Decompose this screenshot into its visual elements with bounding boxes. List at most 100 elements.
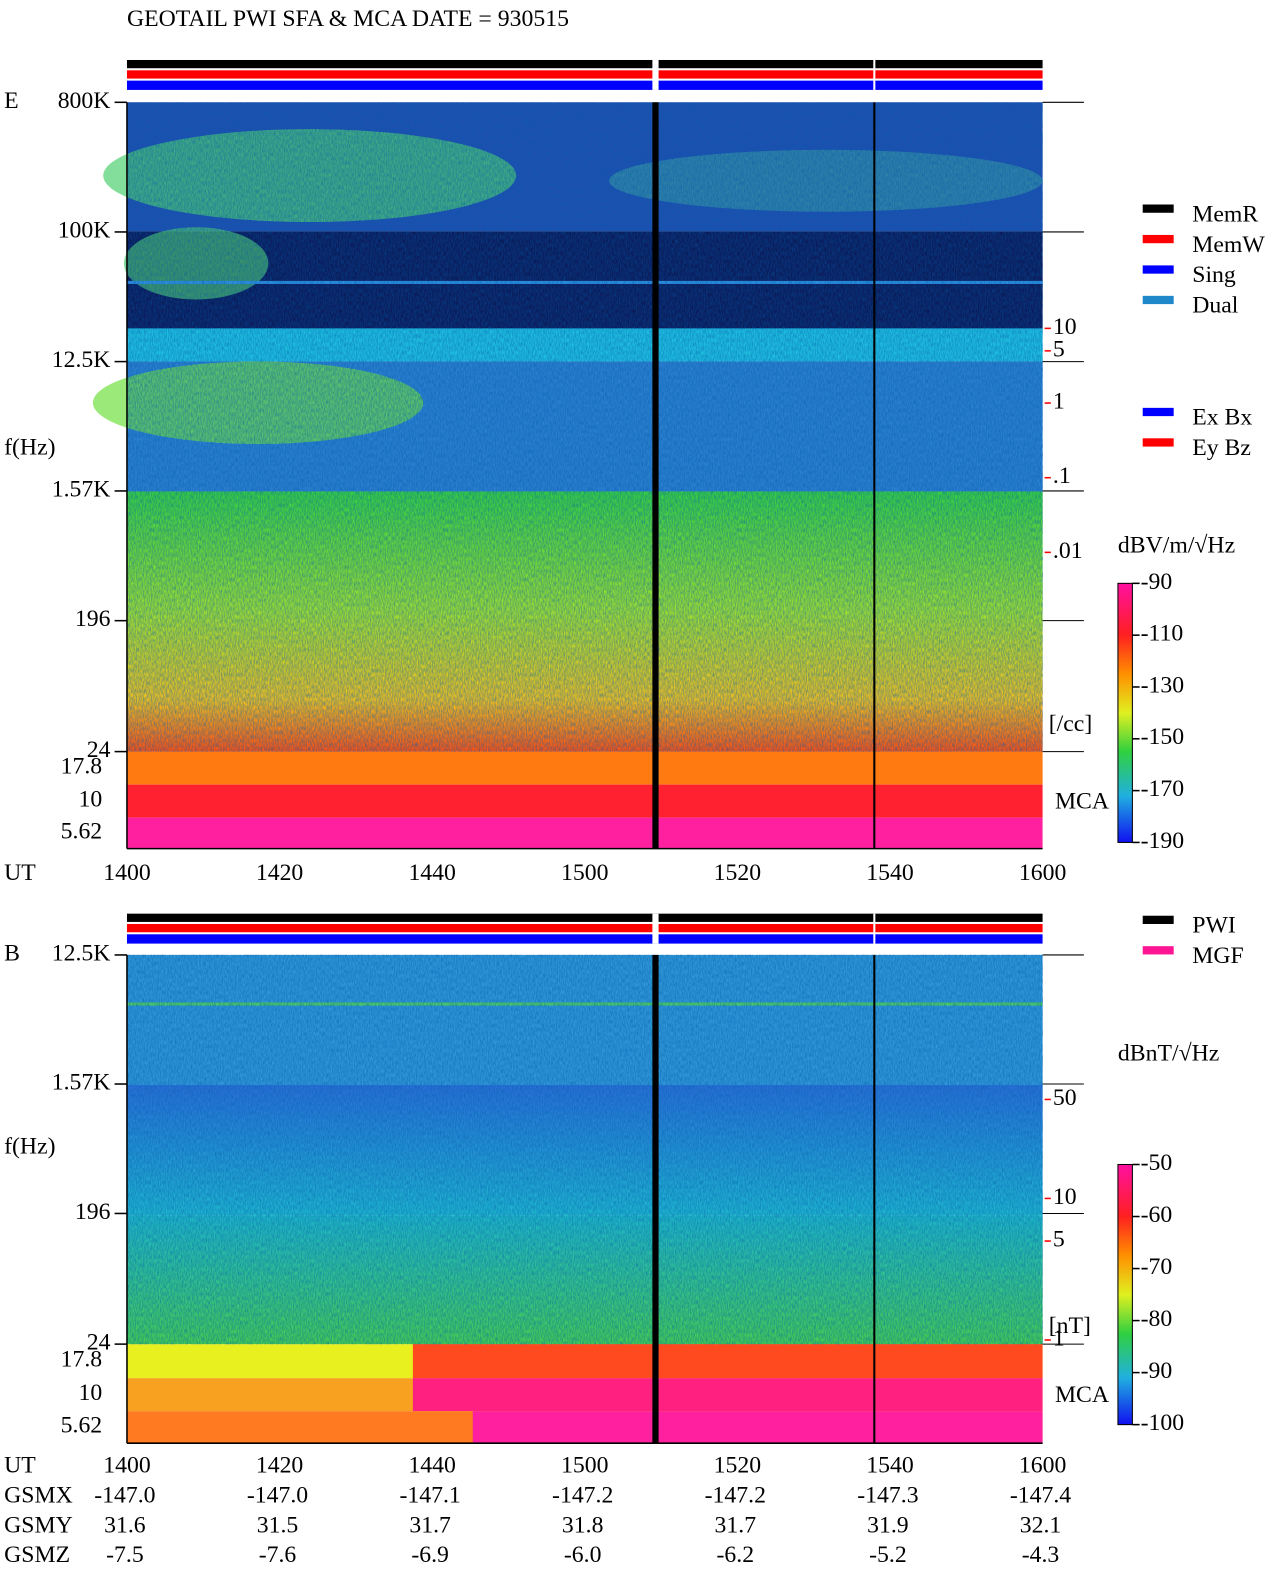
orbit-value: -6.2 bbox=[717, 1542, 755, 1568]
x-tick-label: 1420 bbox=[256, 860, 303, 886]
x-tick-label: 1540 bbox=[866, 860, 913, 886]
y-tick-label: 12.5K bbox=[52, 347, 111, 373]
x-tick-label: 1400 bbox=[103, 860, 150, 886]
x-tick-label: 1440 bbox=[408, 1452, 455, 1478]
orbit-value: -6.0 bbox=[564, 1542, 602, 1568]
page-title: GEOTAIL PWI SFA & MCA DATE = 930515 bbox=[127, 6, 569, 32]
mca-label: MCA bbox=[1055, 1382, 1109, 1408]
colorbar-label: dBnT/√Hz bbox=[1118, 1041, 1219, 1067]
orbit-value: -147.0 bbox=[94, 1482, 155, 1508]
legend-swatch bbox=[1142, 915, 1174, 924]
legend-label: PWI bbox=[1192, 913, 1236, 939]
density-tick-label: 1 bbox=[1053, 1325, 1065, 1351]
legend-label: MemW bbox=[1192, 232, 1265, 258]
data-gap bbox=[873, 954, 876, 1444]
spectrum-bg bbox=[412, 1378, 1043, 1412]
density-tick-label: 5 bbox=[1053, 1226, 1065, 1252]
y-tick-label: 196 bbox=[75, 606, 111, 632]
data-gap bbox=[873, 913, 876, 944]
orbit-value: -147.0 bbox=[247, 1482, 308, 1508]
status-bar bbox=[126, 70, 1043, 79]
spectrum-bg bbox=[126, 817, 1043, 849]
status-bar bbox=[126, 934, 1043, 944]
density-tick-label: 50 bbox=[1053, 1085, 1077, 1111]
colorbar-tick-label: -190 bbox=[1141, 828, 1185, 854]
x-tick-label: 1600 bbox=[1019, 860, 1066, 886]
x-axis-label: UT bbox=[4, 860, 36, 886]
mca-channel-label: 10 bbox=[78, 1380, 102, 1406]
speckle bbox=[126, 954, 1043, 1345]
y-tick-label: 1.57K bbox=[52, 476, 111, 502]
orbit-label: GSMY bbox=[4, 1512, 73, 1538]
spectrum-bg bbox=[472, 1411, 1043, 1444]
orbit-value: 31.7 bbox=[715, 1512, 757, 1538]
mca-channel-label: 17.8 bbox=[61, 754, 103, 780]
y-tick-label: 24 bbox=[87, 1330, 111, 1356]
status-bar bbox=[126, 59, 1043, 69]
legend-swatch bbox=[1142, 946, 1174, 955]
colorbar-tick-label: -80 bbox=[1141, 1306, 1173, 1332]
legend-label: MGF bbox=[1192, 943, 1243, 969]
panel-label: B bbox=[4, 940, 20, 966]
spectrum-bg bbox=[412, 1344, 1043, 1379]
data-gap bbox=[652, 913, 659, 944]
orbit-label: GSMZ bbox=[4, 1542, 70, 1568]
colorbar-tick-label: -130 bbox=[1141, 672, 1185, 698]
x-tick-label: 1440 bbox=[408, 860, 455, 886]
orbit-value: -147.3 bbox=[857, 1482, 918, 1508]
orbit-value: -7.5 bbox=[106, 1542, 144, 1568]
y-tick-label: 24 bbox=[87, 737, 111, 763]
density-tick-label: 10 bbox=[1053, 314, 1077, 340]
legend-label: MemR bbox=[1192, 201, 1258, 227]
orbit-value: -147.1 bbox=[399, 1482, 460, 1508]
colorbar-tick-label: -50 bbox=[1141, 1150, 1173, 1176]
mca-channel-label: 5.62 bbox=[61, 1413, 103, 1439]
density-unit: [nT] bbox=[1049, 1313, 1091, 1339]
data-gap bbox=[652, 102, 659, 849]
legend-swatch bbox=[1142, 407, 1174, 417]
density-tick-label: 5 bbox=[1053, 336, 1065, 362]
orbit-value: -147.2 bbox=[705, 1482, 766, 1508]
mca-channel-label: 17.8 bbox=[61, 1347, 103, 1373]
x-axis-label: UT bbox=[4, 1452, 36, 1478]
y-tick-label: 1.57K bbox=[52, 1069, 111, 1095]
colorbar-tick-label: -60 bbox=[1141, 1202, 1173, 1228]
legend-label: Ey Bz bbox=[1192, 435, 1251, 461]
orbit-value: -4.3 bbox=[1022, 1542, 1060, 1568]
colorbar-tick-label: -70 bbox=[1141, 1254, 1173, 1280]
y-axis-label: f(Hz) bbox=[4, 435, 55, 461]
density-tick-label: 1 bbox=[1053, 388, 1065, 414]
orbit-value: 32.1 bbox=[1020, 1512, 1062, 1538]
y-tick-label: 12.5K bbox=[52, 940, 111, 966]
orbit-value: 31.9 bbox=[867, 1512, 909, 1538]
density-tick-label: .1 bbox=[1053, 463, 1071, 489]
data-gap bbox=[652, 59, 659, 90]
colorbar-tick-label: -170 bbox=[1141, 776, 1185, 802]
x-tick-label: 1520 bbox=[714, 1452, 761, 1478]
colorbar bbox=[1117, 582, 1133, 843]
x-tick-label: 1540 bbox=[866, 1452, 913, 1478]
spectrum-bg bbox=[126, 784, 1043, 818]
data-gap bbox=[873, 59, 876, 90]
panel-label: E bbox=[4, 88, 19, 114]
x-tick-label: 1600 bbox=[1019, 1452, 1066, 1478]
panels: 800K100K12.5K1.57K1962417.8105.62Ef(Hz)M… bbox=[4, 59, 1265, 1568]
x-tick-label: 1500 bbox=[561, 1452, 608, 1478]
mca-channel-label: 5.62 bbox=[61, 819, 103, 845]
spectrum-bg bbox=[126, 751, 1043, 785]
y-axis-label: f(Hz) bbox=[4, 1133, 55, 1159]
status-bar bbox=[126, 913, 1043, 922]
orbit-value: -6.9 bbox=[411, 1542, 449, 1568]
colorbar-tick-label: -150 bbox=[1141, 724, 1185, 750]
y-tick-label: 196 bbox=[75, 1199, 111, 1225]
density-tick-label: 10 bbox=[1053, 1184, 1077, 1210]
colorbar bbox=[1117, 1163, 1133, 1426]
colorbar-label: dBV/m/√Hz bbox=[1118, 533, 1235, 559]
colorbar-tick-label: -90 bbox=[1141, 569, 1173, 595]
orbit-value: -5.2 bbox=[869, 1542, 907, 1568]
legend-swatch bbox=[1142, 295, 1174, 305]
orbit-value: 31.8 bbox=[562, 1512, 604, 1538]
orbit-label: GSMX bbox=[4, 1482, 73, 1508]
status-bar bbox=[126, 923, 1043, 933]
